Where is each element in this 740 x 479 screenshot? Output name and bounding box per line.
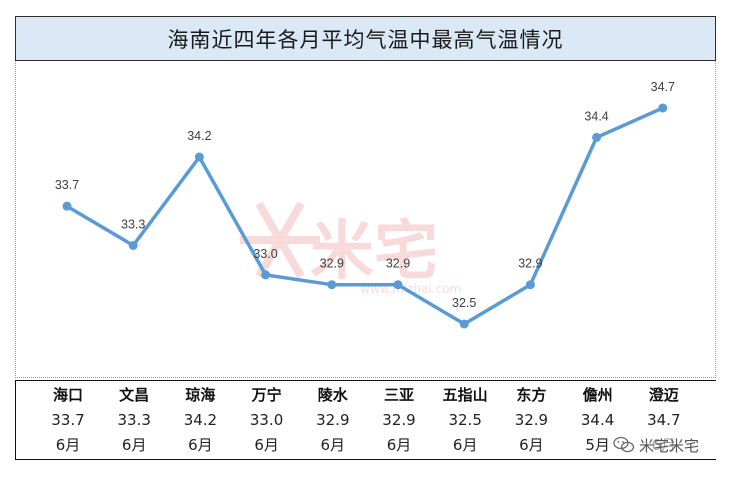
data-point [194, 152, 204, 162]
data-label: 32.9 [320, 257, 344, 271]
table-cell-month: 6月 [452, 436, 478, 454]
table-cell-city: 五指山 [442, 386, 488, 404]
table-cell-month: 6月 [121, 436, 147, 454]
chart-title: 海南近四年各月平均气温中最高气温情况 [167, 27, 564, 52]
data-point [525, 280, 535, 290]
table-row-month: 6月6月6月6月6月6月6月6月5月6月 [16, 433, 716, 457]
data-point [128, 240, 138, 250]
data-point [459, 319, 469, 329]
table-cell-month: 5月 [585, 436, 610, 454]
footer-label: 米宅米宅 [639, 436, 700, 455]
table-cell-value: 32.9 [382, 411, 416, 429]
table-cell-city: 陵水 [317, 386, 348, 404]
table-cell-city: 东方 [516, 386, 547, 404]
table-cell-city: 文昌 [119, 386, 150, 404]
data-point [62, 201, 72, 211]
data-point [658, 103, 668, 113]
data-label: 34.2 [187, 129, 211, 143]
table-cell-value: 33.3 [117, 411, 151, 429]
table-cell-city: 万宁 [251, 386, 282, 404]
table-cell-value: 32.9 [514, 411, 549, 429]
table-cell-month: 6月 [320, 436, 346, 454]
chart-title-bar: 海南近四年各月平均气温中最高气温情况 [15, 16, 716, 61]
table-cell-month: 6月 [519, 436, 544, 454]
data-label: 33.3 [121, 217, 145, 231]
table-row-value: 33.7 33.3 34.2 33.0 32.9 32.9 32.5 32.9 34.4 34.7 [16, 408, 716, 432]
table-row-city: 海口 文昌 琼海 万宁 陵水 三亚 五指山 东方 儋州 澄迈 [16, 383, 716, 407]
table-cell-city: 儋州 [582, 386, 613, 404]
table-cell-city: 海口 [52, 386, 83, 404]
data-label: 34.7 [651, 80, 675, 94]
series-line [66, 106, 664, 326]
data-point [327, 280, 337, 290]
data-point [592, 132, 602, 142]
table-cell-value: 33.0 [249, 411, 284, 429]
table-cell-value: 34.2 [183, 411, 218, 429]
data-point [393, 280, 403, 290]
data-label: 33.7 [55, 178, 79, 192]
data-label: 32.9 [518, 257, 542, 271]
footer-watermark: 米宅米宅 [613, 434, 721, 456]
table-cell-city: 三亚 [383, 386, 414, 404]
table-cell-value: 32.9 [316, 411, 350, 429]
table-cell-month: 6月 [254, 436, 279, 454]
data-point [261, 270, 271, 280]
table-cell-value: 34.4 [580, 411, 615, 429]
line-chart: 33.7 33.3 34.2 33.0 32.9 32.9 32.5 32.9 34.4 34.7 [55, 80, 675, 329]
table-cell-month: 6月 [188, 436, 213, 454]
table-cell-value: 34.7 [647, 411, 681, 429]
table-cell-value: 33.7 [51, 411, 85, 429]
wechat-icon [613, 436, 635, 453]
data-label: 32.5 [452, 296, 476, 310]
table-cell-city: 琼海 [185, 386, 216, 404]
table-cell-city: 澄迈 [648, 386, 679, 404]
table-cell-month: 6月 [386, 436, 412, 454]
data-label: 32.9 [386, 257, 410, 271]
data-label: 33.0 [253, 247, 277, 261]
data-label: 34.4 [584, 109, 608, 123]
table-cell-value: 32.5 [448, 411, 482, 429]
table-cell-month: 6月 [55, 436, 81, 454]
data-table: 海口 文昌 琼海 万宁 陵水 三亚 五指山 东方 儋州 澄迈 33.7 33.3 34.2 33.0 32… [15, 380, 716, 460]
